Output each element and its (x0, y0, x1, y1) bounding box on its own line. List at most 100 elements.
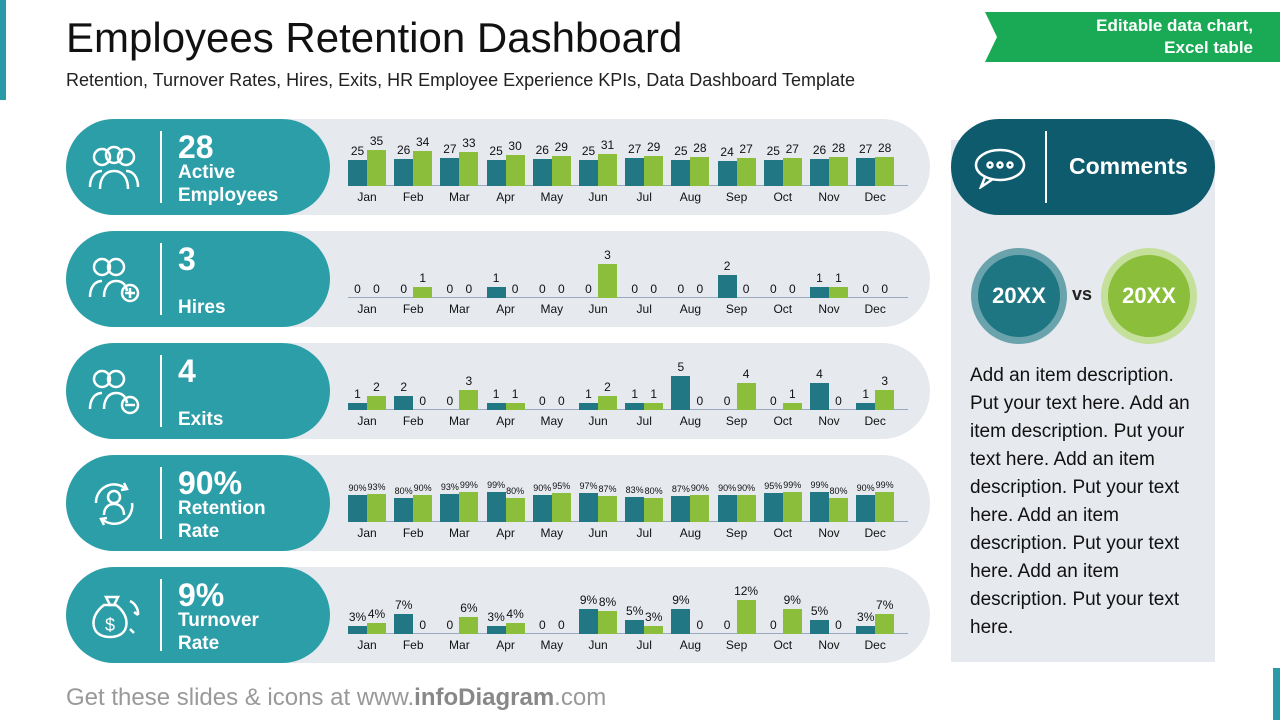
bar-series-2 (505, 155, 525, 186)
month-label: Sep (725, 638, 748, 652)
data-label: 31 (600, 138, 615, 153)
data-label: 83% (625, 484, 644, 495)
data-label: 27 (443, 142, 457, 157)
data-label: 80% (829, 485, 848, 496)
month-label: Jun (588, 526, 608, 540)
divider (160, 131, 162, 203)
kpi-label: Retention Rate (178, 498, 266, 542)
bar-series-2 (505, 497, 525, 522)
bar-series-2 (782, 608, 802, 634)
data-label: 0 (557, 282, 565, 296)
people-group-icon (88, 145, 140, 190)
bar-series-1 (856, 403, 876, 410)
data-label: 0 (677, 282, 685, 296)
month-label: Oct (773, 190, 793, 204)
person-remove-icon (88, 369, 140, 415)
month-label: Oct (773, 526, 793, 540)
data-label: 33 (462, 136, 476, 151)
month-label: Apr (496, 638, 515, 652)
data-label: 0 (696, 618, 704, 632)
bar-series-2 (551, 156, 571, 186)
bar-series-2 (875, 157, 895, 186)
data-label: 26 (535, 143, 549, 158)
data-label: 3 (881, 373, 889, 388)
bar-series-2 (829, 497, 848, 522)
data-label: 3 (465, 373, 473, 388)
data-label: 1 (816, 270, 823, 285)
kpi-row: 4 Exits 1 2 Jan 2 0 Feb 0 3 Mar 1 1 Apr 0 0 May 1 2 Jun 1 1… (66, 343, 930, 439)
bar-series-1 (440, 493, 460, 522)
bar-series-1 (579, 492, 598, 522)
month-label: Dec (864, 526, 886, 540)
month-label: Dec (864, 414, 886, 428)
speech-bubble-icon (974, 148, 1026, 189)
data-label: 0 (723, 618, 731, 632)
data-label: 5% (626, 603, 644, 618)
footer: Get these slides & icons at www.infoDiag… (66, 684, 606, 712)
data-label: 99% (459, 480, 478, 490)
month-label: Sep (725, 302, 748, 316)
bar-series-2 (690, 494, 710, 522)
bar-series-2 (736, 382, 756, 410)
month-label: Aug (679, 638, 702, 652)
month-label: Jun (588, 414, 608, 428)
data-label: 3% (348, 609, 367, 624)
month-label: Mar (449, 302, 470, 316)
page-title: Employees Retention Dashboard (66, 14, 683, 61)
month-label: Sep (725, 414, 748, 428)
bar-series-1 (671, 495, 691, 522)
month-label: Feb (402, 414, 424, 428)
data-label: 9% (672, 592, 690, 607)
data-label: 97% (579, 480, 598, 491)
month-label: Dec (864, 638, 886, 652)
data-label: 93% (440, 481, 459, 492)
kpi-value: 90% (178, 465, 243, 501)
bar-series-1 (671, 376, 691, 410)
footer-suffix: .com (554, 684, 607, 711)
kpi-label: Active Employees (178, 162, 279, 206)
month-label: Oct (773, 414, 793, 428)
month-label: Jun (588, 190, 608, 204)
data-label: 25 (489, 144, 503, 159)
bar-series-2 (505, 403, 525, 410)
data-label: 90% (856, 482, 875, 493)
data-label: 0 (742, 282, 750, 296)
data-label: 3% (857, 609, 875, 624)
bar-series-1 (579, 608, 598, 634)
month-label: Dec (864, 190, 886, 204)
month-label: Oct (773, 302, 793, 316)
data-label: 7% (876, 598, 894, 613)
data-label: 24 (720, 145, 734, 160)
kpi-pill: 3 Hires (66, 231, 330, 327)
divider (160, 467, 162, 539)
kpi-value: 4 (178, 353, 196, 389)
kpi-row: 3 Hires 0 0 Jan 0 1 Feb 0 0 Mar 1 0 Apr 0 0 May 0 3 Jun 0 0… (66, 231, 930, 327)
data-label: 0 (557, 394, 565, 408)
bar-series-1 (486, 403, 506, 410)
data-label: 27 (739, 142, 753, 157)
data-label: 0 (446, 282, 454, 296)
bar-series-2 (598, 495, 617, 522)
data-label: 0 (373, 282, 380, 296)
month-label: Feb (402, 526, 424, 540)
data-label: 2 (373, 380, 380, 395)
data-label: 0 (835, 618, 842, 632)
data-label: 90% (413, 482, 432, 493)
data-label: 0 (446, 394, 454, 408)
month-label: Jan (357, 302, 377, 316)
data-label: 0 (538, 394, 546, 408)
month-label: Apr (496, 526, 515, 540)
data-label: 4 (742, 366, 750, 381)
month-label: Jan (357, 190, 377, 204)
data-label: 4 (816, 366, 823, 381)
kpi-label: Turnover Rate (178, 610, 259, 654)
bar-series-2 (367, 493, 386, 522)
bar-series-2 (413, 286, 433, 298)
bar-series-1 (671, 160, 691, 186)
kpi-chart: 25 35 Jan 26 34 Feb 27 33 Mar 25 30 Apr 26 29 May 25 31 J… (348, 119, 908, 215)
bar-series-2 (782, 158, 802, 186)
kpi-chart: 0 0 Jan 0 1 Feb 0 0 Mar 1 0 Apr 0 0 May 0 3 Jun 0 0 Jul 0 0 Aug… (348, 231, 908, 327)
month-label: May (540, 302, 564, 316)
month-label: Sep (725, 526, 748, 540)
divider (1045, 131, 1047, 203)
